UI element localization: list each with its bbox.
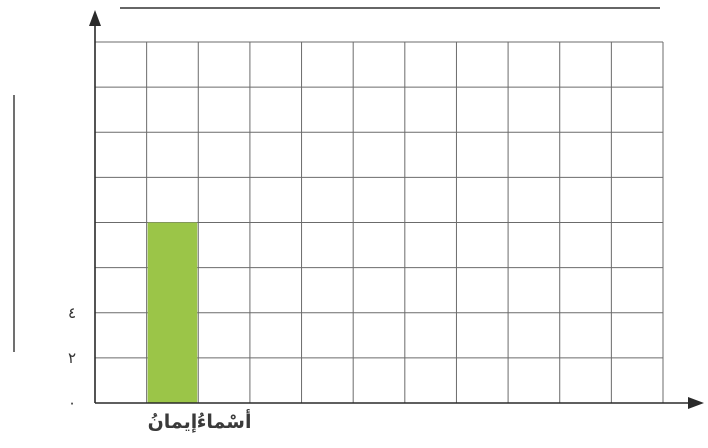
grid bbox=[94, 41, 664, 403]
bar bbox=[147, 222, 198, 403]
x-axis-arrow-icon bbox=[688, 397, 704, 409]
x-tick-labels: إيمانُ أسْماءُ bbox=[148, 409, 252, 433]
x-tick-label: إيمانُ bbox=[148, 411, 198, 433]
y-tick-label: ٢ bbox=[68, 349, 76, 367]
x-tick-label: أسْماءُ bbox=[197, 409, 252, 433]
bars bbox=[147, 222, 198, 403]
y-tick-labels: ٠ ٢ ٤ bbox=[68, 304, 76, 412]
axes bbox=[89, 10, 704, 409]
y-axis-arrow-icon bbox=[89, 10, 101, 26]
y-tick-label: ٠ bbox=[68, 394, 76, 412]
y-tick-label: ٤ bbox=[68, 304, 76, 322]
